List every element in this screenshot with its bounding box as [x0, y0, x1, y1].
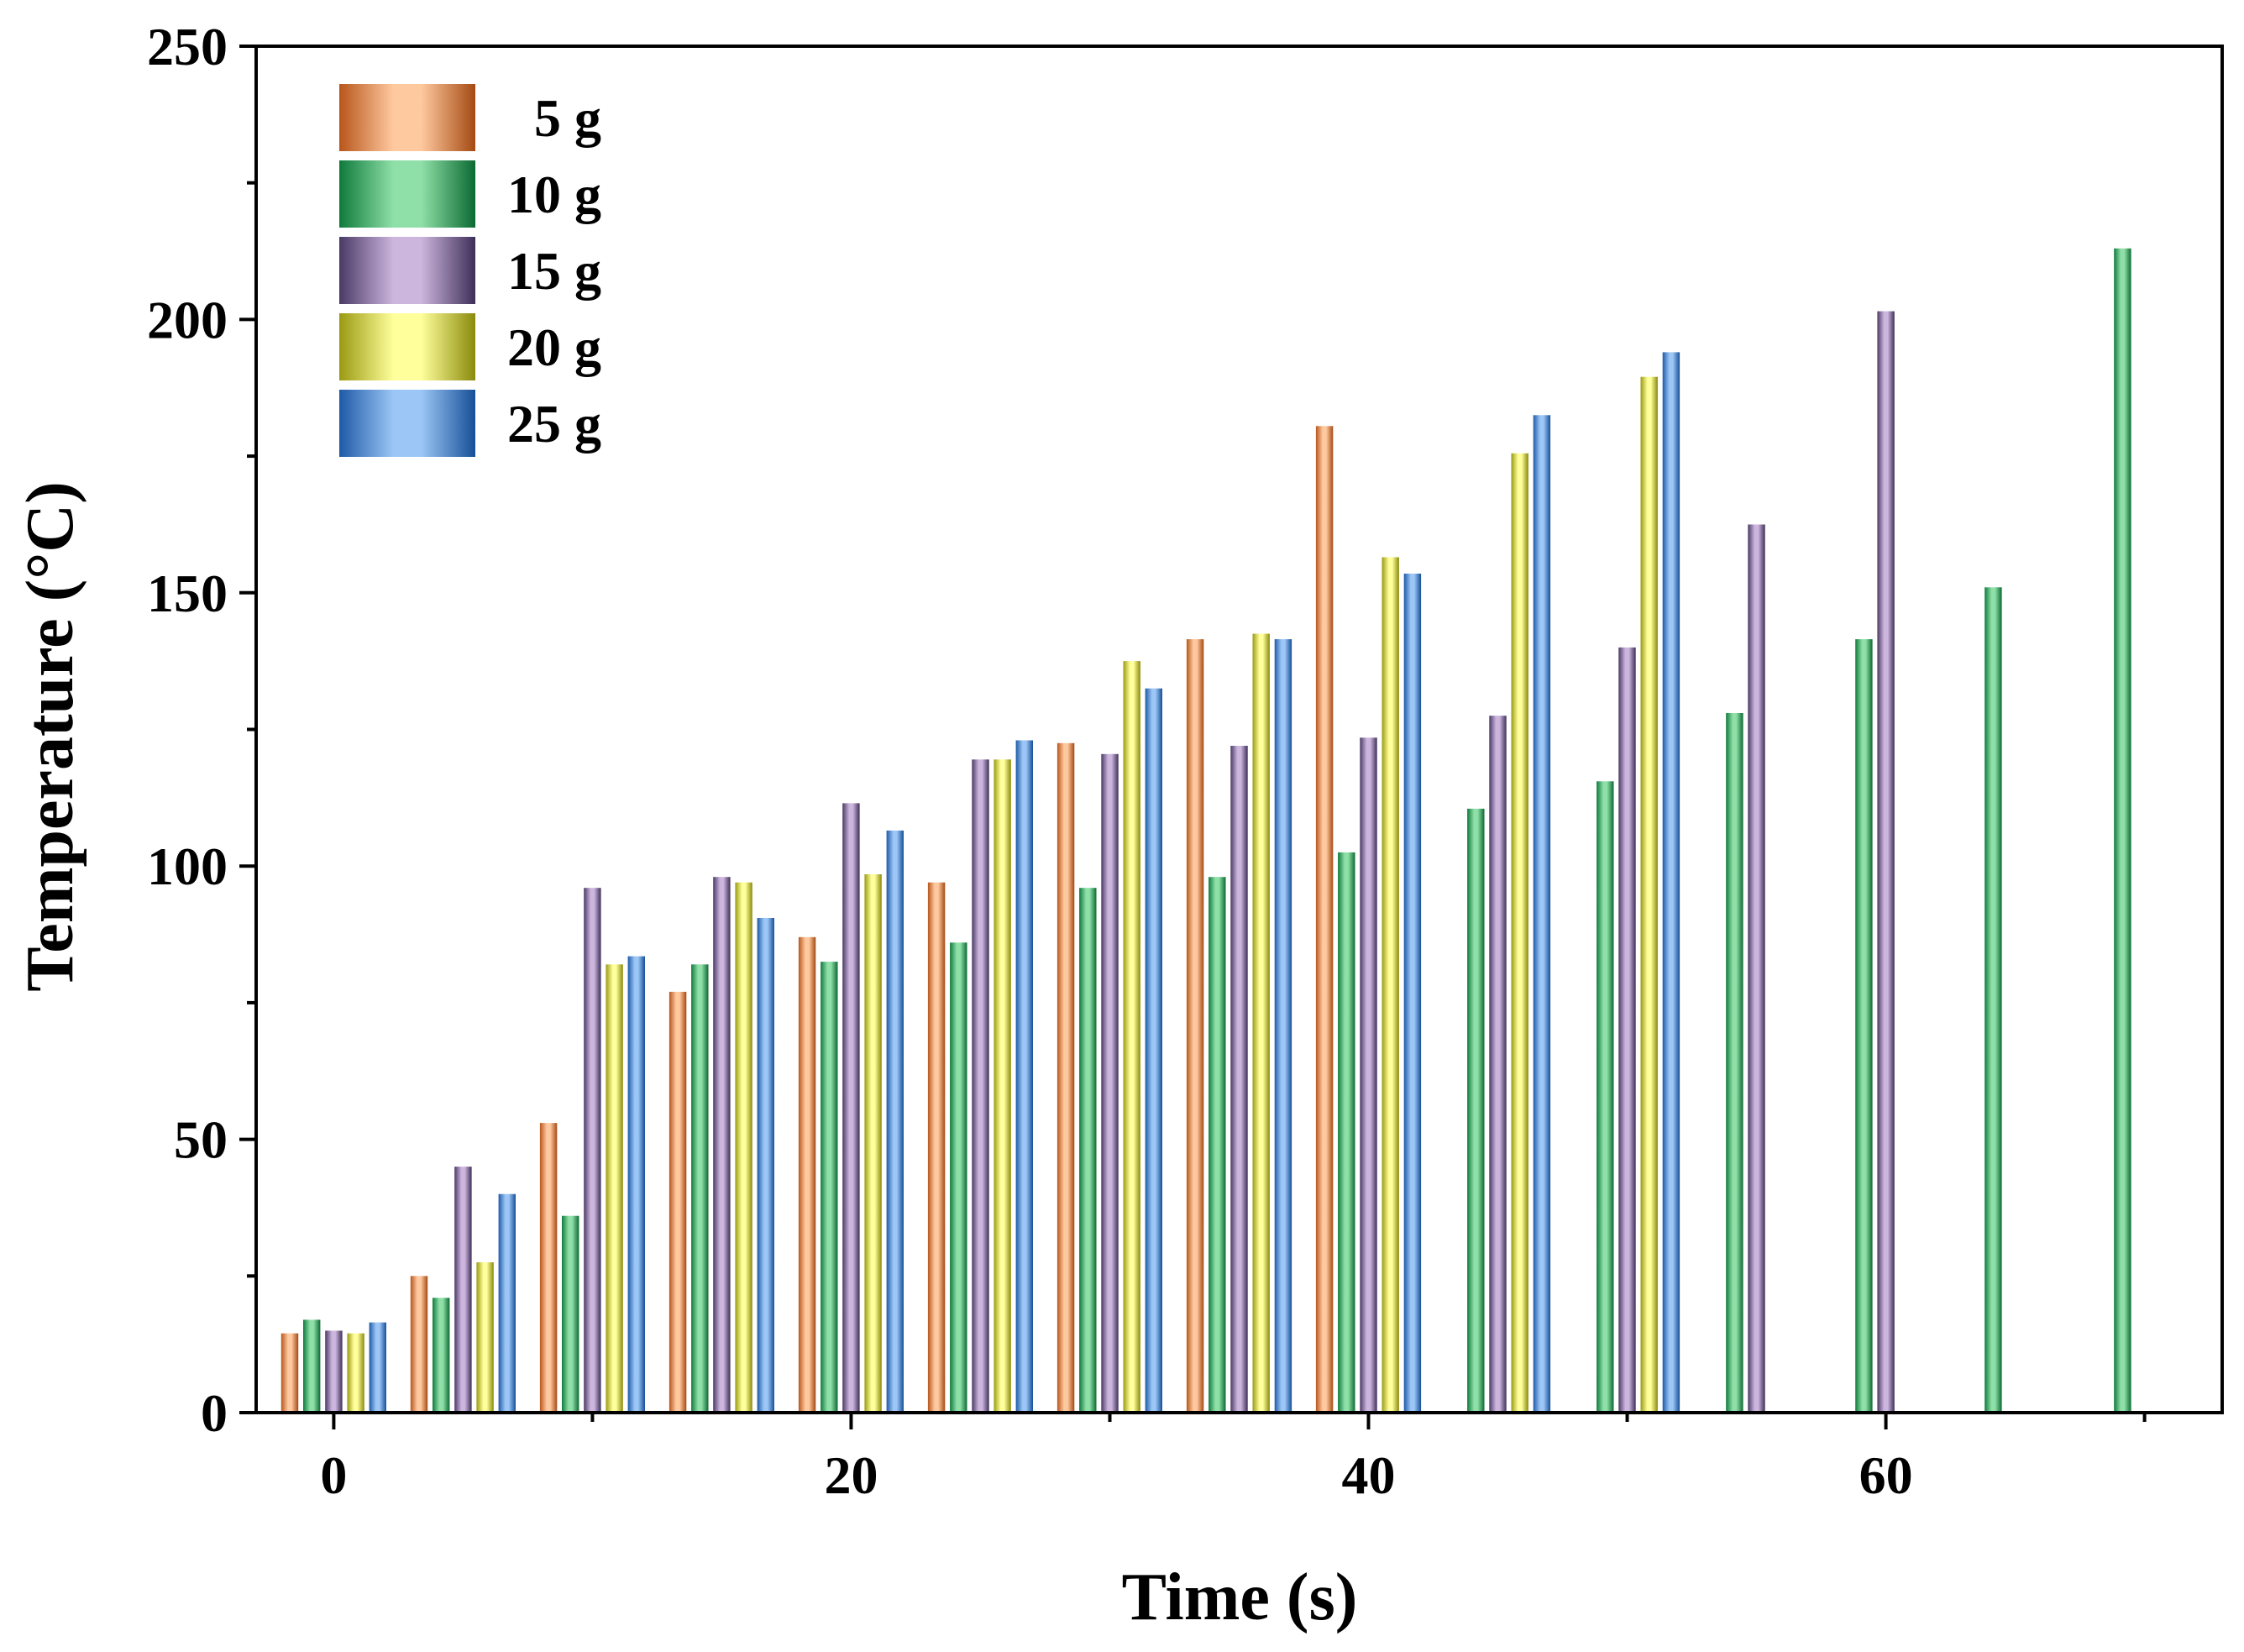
bar-25g-t10 — [627, 956, 645, 1413]
bar-15g-t20 — [842, 803, 860, 1413]
legend-label-20g: 20 g — [507, 317, 601, 377]
bar-15g-t15 — [713, 877, 731, 1413]
x-tick-label-20: 20 — [824, 1445, 878, 1505]
bars-layer — [280, 248, 2131, 1413]
y-tick-label-0: 0 — [201, 1383, 228, 1443]
bar-25g-t0 — [369, 1322, 386, 1413]
bar-10g-t65 — [1984, 587, 2002, 1413]
bar-10g-t35 — [1209, 877, 1226, 1413]
y-tick-label-200: 200 — [147, 290, 228, 349]
bar-10g-t30 — [1079, 888, 1097, 1413]
bar-5g-t0 — [280, 1333, 299, 1413]
bar-20g-t30 — [1123, 661, 1140, 1413]
bar-25g-t35 — [1274, 639, 1292, 1413]
bar-10g-t50 — [1596, 781, 1614, 1413]
bar-20g-t20 — [864, 874, 882, 1413]
bar-15g-t30 — [1101, 753, 1119, 1413]
bar-10g-t15 — [691, 964, 709, 1413]
bar-10g-t25 — [950, 942, 967, 1413]
x-tick-label-40: 40 — [1342, 1445, 1396, 1505]
legend: 5 g 10 g 15 g 20 g 25 g — [339, 84, 601, 457]
legend-swatch-20g — [339, 313, 475, 380]
bar-10g-t45 — [1467, 808, 1485, 1413]
bar-5g-t5 — [410, 1276, 428, 1413]
bar-10g-t60 — [1855, 639, 1873, 1413]
x-tick-label-0: 0 — [320, 1445, 347, 1505]
bar-15g-t35 — [1230, 746, 1248, 1413]
bar-25g-t50 — [1662, 352, 1680, 1413]
bar-20g-t50 — [1640, 376, 1658, 1413]
legend-label-25g: 25 g — [507, 394, 601, 454]
bar-15g-t10 — [584, 888, 601, 1413]
bar-10g-t20 — [821, 962, 838, 1413]
y-tick-label-50: 50 — [174, 1110, 228, 1170]
bar-25g-t40 — [1403, 574, 1422, 1413]
bar-20g-t25 — [994, 759, 1011, 1413]
bar-20g-t40 — [1382, 557, 1399, 1413]
bar-10g-t70 — [2114, 248, 2131, 1413]
bar-5g-t30 — [1056, 742, 1075, 1413]
bar-10g-t10 — [562, 1215, 579, 1413]
bar-15g-t60 — [1877, 311, 1895, 1413]
bar-15g-t45 — [1489, 716, 1507, 1413]
bar-5g-t35 — [1186, 639, 1204, 1413]
bar-15g-t50 — [1618, 647, 1636, 1413]
bar-10g-t40 — [1338, 852, 1355, 1413]
bar-25g-t5 — [498, 1193, 516, 1413]
bar-25g-t45 — [1533, 415, 1551, 1413]
x-tick-label-60: 60 — [1859, 1445, 1913, 1505]
legend-label-15g: 15 g — [507, 241, 601, 301]
bar-10g-t55 — [1726, 713, 1743, 1413]
bar-25g-t15 — [757, 918, 774, 1413]
legend-label-5g: 5 g — [534, 88, 601, 148]
bar-5g-t25 — [927, 882, 946, 1413]
bar-10g-t0 — [303, 1319, 321, 1413]
bar-5g-t40 — [1315, 426, 1334, 1413]
bar-15g-t40 — [1360, 737, 1377, 1413]
axes-layer: 0 50 100 150 200 250 0 20 40 60 — [147, 17, 2224, 1505]
bar-20g-t45 — [1511, 453, 1528, 1413]
bar-15g-t5 — [454, 1167, 472, 1413]
bar-10g-t5 — [433, 1298, 450, 1413]
legend-label-10g: 10 g — [507, 165, 601, 224]
bar-20g-t35 — [1252, 633, 1270, 1413]
bar-15g-t55 — [1748, 524, 1765, 1413]
bar-5g-t20 — [798, 936, 816, 1413]
legend-swatch-15g — [339, 237, 475, 304]
bar-15g-t25 — [972, 759, 989, 1413]
y-tick-label-250: 250 — [147, 17, 228, 76]
bar-25g-t25 — [1015, 740, 1033, 1413]
y-tick-label-150: 150 — [147, 564, 228, 623]
bar-20g-t10 — [606, 964, 623, 1413]
y-axis-title: Temperature (°C) — [13, 481, 87, 991]
bar-5g-t10 — [539, 1123, 558, 1413]
bar-15g-t0 — [325, 1330, 343, 1413]
bar-20g-t5 — [476, 1262, 494, 1413]
legend-swatch-10g — [339, 160, 475, 228]
legend-swatch-25g — [339, 390, 475, 457]
bar-5g-t15 — [668, 991, 687, 1413]
x-axis-title: Time (s) — [1122, 1560, 1358, 1634]
bar-20g-t0 — [347, 1333, 364, 1413]
legend-swatch-5g — [339, 84, 475, 151]
bar-25g-t20 — [886, 830, 904, 1413]
bar-20g-t15 — [735, 882, 752, 1413]
bar-25g-t30 — [1145, 688, 1162, 1413]
y-tick-label-100: 100 — [147, 836, 228, 896]
